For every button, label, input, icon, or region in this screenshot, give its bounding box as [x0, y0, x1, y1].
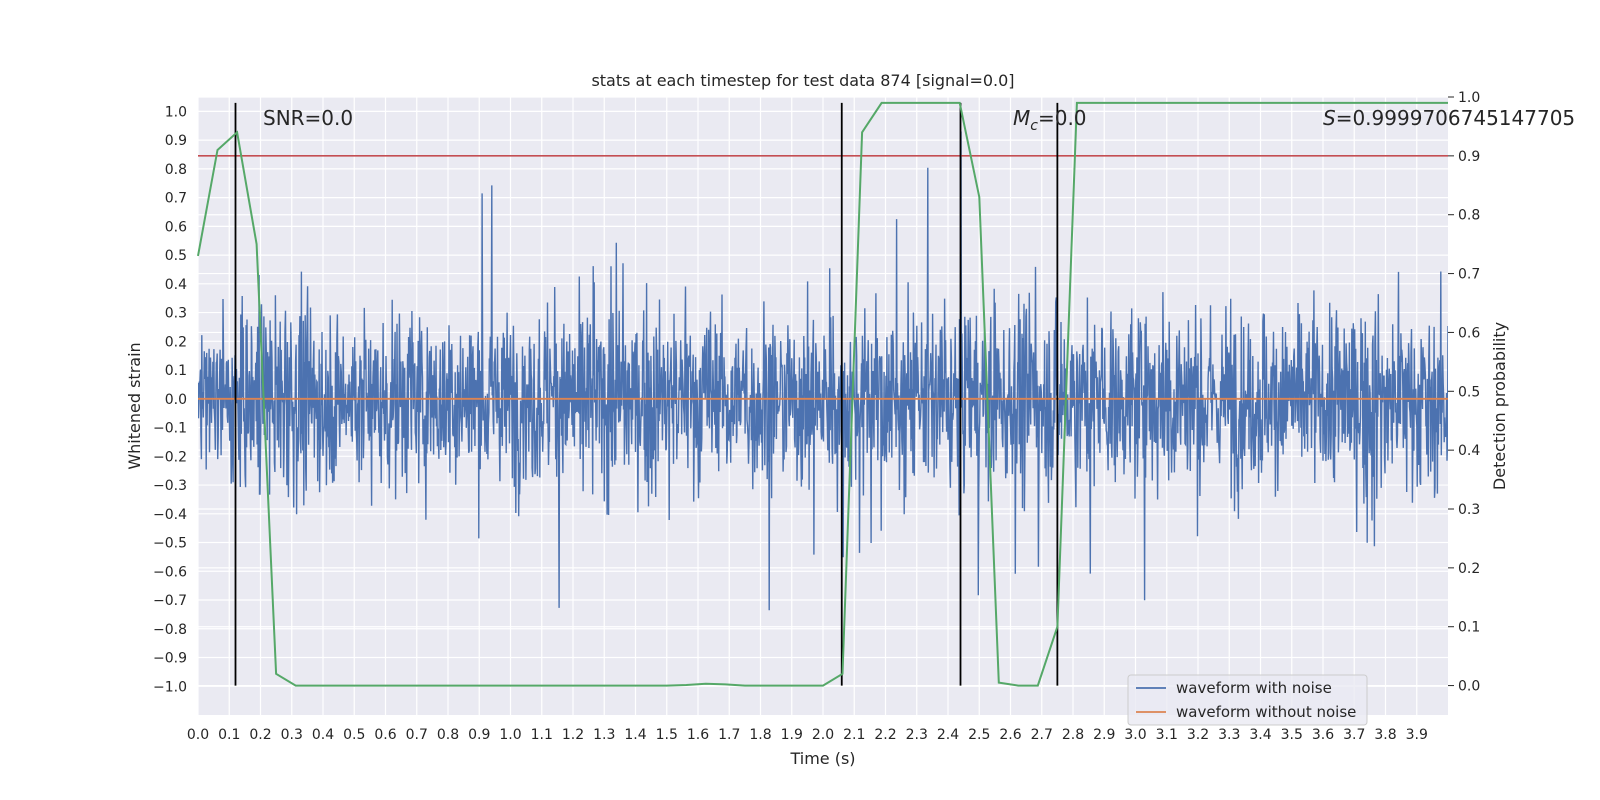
x-tick-label: 1.1 [531, 727, 553, 743]
chirp-mass-symbol: M [1013, 106, 1030, 130]
left-y-axis-label: Whitened strain [125, 342, 144, 469]
x-tick-label: 0.2 [249, 727, 271, 743]
s-value: =0.9999706745147705 [1336, 106, 1575, 130]
left-y-tick-label: 0.1 [165, 363, 187, 379]
x-tick-label: 2.0 [812, 727, 834, 743]
x-tick-label: 1.3 [593, 727, 615, 743]
left-y-tick-label: −0.8 [153, 622, 187, 638]
s-symbol: S [1323, 106, 1336, 130]
x-tick-label: 1.5 [656, 727, 678, 743]
right-y-axis-ticks: 1.0 0.9 0.8 0.7 0.6 0.5 0.4 0.3 0.2 0.1 0.0 [1448, 90, 1480, 695]
left-y-tick-label: 0.3 [165, 306, 187, 322]
left-y-tick-label: 0.8 [165, 162, 187, 178]
chirp-mass-annotation: Mc=0.0 [1013, 106, 1087, 134]
right-y-tick-label: 0.6 [1458, 325, 1480, 341]
left-y-tick-label: −0.7 [153, 593, 187, 609]
x-tick-label: 0.5 [343, 727, 365, 743]
x-axis-ticks: 0.0 0.1 0.2 0.3 0.4 0.5 0.6 0.7 0.8 0.9 1.0 1.1 1.2 1… [187, 727, 1428, 743]
x-tick-label: 1.2 [562, 727, 584, 743]
x-tick-label: 1.8 [749, 727, 771, 743]
x-tick-label: 2.6 [999, 727, 1021, 743]
legend: waveform with noise waveform without noi… [1128, 675, 1367, 725]
left-y-tick-label: −0.5 [153, 536, 187, 552]
x-tick-label: 2.3 [906, 727, 928, 743]
x-tick-label: 3.0 [1124, 727, 1146, 743]
legend-label-noisy: waveform with noise [1176, 679, 1332, 697]
left-y-tick-label: −0.2 [153, 449, 187, 465]
x-tick-label: 1.7 [718, 727, 740, 743]
right-y-tick-label: 0.5 [1458, 384, 1480, 400]
right-y-tick-label: 0.3 [1458, 502, 1480, 518]
left-y-tick-label: −0.3 [153, 478, 187, 494]
x-tick-label: 2.9 [1093, 727, 1115, 743]
x-tick-label: 1.4 [624, 727, 646, 743]
x-tick-label: 2.7 [1031, 727, 1053, 743]
left-y-tick-label: 0.6 [165, 219, 187, 235]
right-y-tick-label: 0.9 [1458, 149, 1480, 165]
x-tick-label: 0.9 [468, 727, 490, 743]
right-y-tick-label: 0.4 [1458, 443, 1480, 459]
x-tick-label: 0.3 [281, 727, 303, 743]
x-tick-label: 3.4 [1249, 727, 1271, 743]
right-y-tick-label: 0.8 [1458, 208, 1480, 224]
x-tick-label: 2.2 [874, 727, 896, 743]
left-y-tick-label: 0.0 [165, 392, 187, 408]
x-axis-label: Time (s) [789, 749, 855, 768]
x-tick-label: 3.2 [1187, 727, 1209, 743]
left-y-tick-label: −1.0 [153, 679, 187, 695]
left-y-tick-label: 0.7 [165, 191, 187, 207]
x-tick-label: 0.7 [406, 727, 428, 743]
right-y-axis-label: Detection probability [1490, 322, 1509, 490]
x-tick-label: 0.4 [312, 727, 334, 743]
left-y-tick-label: 0.4 [165, 277, 187, 293]
x-tick-label: 0.6 [374, 727, 396, 743]
x-tick-label: 1.0 [499, 727, 521, 743]
left-y-tick-label: −0.4 [153, 507, 187, 523]
left-y-tick-label: 0.5 [165, 248, 187, 264]
x-tick-label: 3.1 [1156, 727, 1178, 743]
chart-title: stats at each timestep for test data 874… [591, 71, 1014, 90]
right-y-tick-label: 0.1 [1458, 620, 1480, 636]
x-tick-label: 3.3 [1218, 727, 1240, 743]
right-y-tick-label: 0.7 [1458, 267, 1480, 283]
x-tick-label: 0.0 [187, 727, 209, 743]
x-tick-label: 2.1 [843, 727, 865, 743]
left-y-tick-label: −0.6 [153, 564, 187, 580]
left-y-tick-label: 0.2 [165, 334, 187, 350]
left-y-tick-label: −0.1 [153, 421, 187, 437]
x-tick-label: 2.4 [937, 727, 959, 743]
snr-annotation: SNR=0.0 [263, 106, 353, 130]
x-tick-label: 1.6 [687, 727, 709, 743]
x-tick-label: 2.8 [1062, 727, 1084, 743]
right-y-tick-label: 1.0 [1458, 90, 1480, 106]
x-tick-label: 2.5 [968, 727, 990, 743]
x-tick-label: 0.8 [437, 727, 459, 743]
left-y-tick-label: −0.9 [153, 651, 187, 667]
x-tick-label: 0.1 [218, 727, 240, 743]
x-tick-label: 1.9 [781, 727, 803, 743]
chirp-mass-value: =0.0 [1038, 106, 1087, 130]
left-y-axis-ticks: 1.0 0.9 0.8 0.7 0.6 0.5 0.4 0.3 0.2 0.1 0.0 −0.1 −0.… [153, 104, 187, 695]
x-tick-label: 3.5 [1281, 727, 1303, 743]
right-y-tick-label: 0.2 [1458, 561, 1480, 577]
right-y-tick-label: 0.0 [1458, 679, 1480, 695]
x-tick-label: 3.7 [1343, 727, 1365, 743]
legend-label-clean: waveform without noise [1176, 703, 1356, 721]
s-annotation: S=0.9999706745147705 [1323, 106, 1575, 130]
x-tick-label: 3.8 [1374, 727, 1396, 743]
x-tick-label: 3.9 [1406, 727, 1428, 743]
x-tick-label: 3.6 [1312, 727, 1334, 743]
left-y-tick-label: 1.0 [165, 104, 187, 120]
left-y-tick-label: 0.9 [165, 133, 187, 149]
